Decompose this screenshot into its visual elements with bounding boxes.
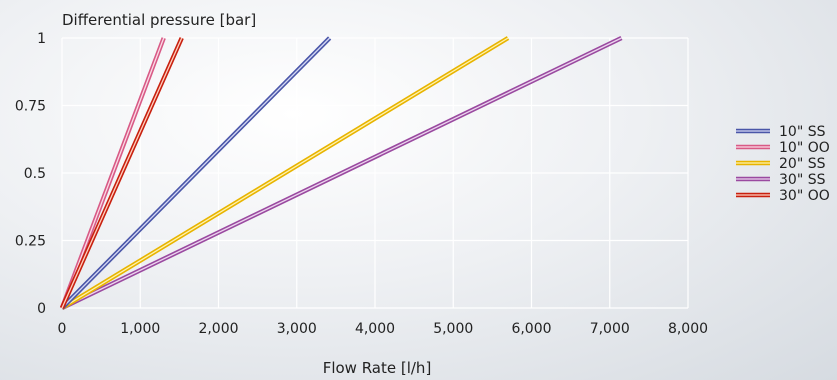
x-tick-label: 5,000 — [433, 321, 473, 337]
x-tick-label: 4,000 — [355, 321, 395, 337]
x-axis: 0 1,000 2,000 3,000 4,000 5,000 6,000 7,000 8,00… — [58, 321, 709, 337]
x-tick-label: 0 — [58, 321, 67, 337]
y-tick-label: 0.5 — [24, 166, 46, 182]
x-tick-label: 8,000 — [668, 321, 708, 337]
y-tick-label: 0 — [37, 301, 46, 317]
legend-label: 10" OO — [779, 140, 830, 156]
y-axis-title: Differential pressure [bar] — [62, 11, 256, 29]
x-axis-title: Flow Rate [l/h] — [323, 359, 432, 377]
y-tick-label: 0.25 — [15, 234, 46, 250]
series-line — [60, 36, 332, 310]
y-tick-label: 0.75 — [15, 99, 46, 115]
x-tick-label: 2,000 — [198, 321, 238, 337]
plot-area — [59, 35, 623, 311]
legend-item: 10" OO — [736, 140, 830, 156]
legend-item: 30" SS — [736, 172, 826, 188]
y-tick-label: 1 — [37, 31, 46, 47]
legend-label: 30" OO — [779, 188, 830, 204]
x-tick-label: 3,000 — [277, 321, 317, 337]
series-line — [59, 37, 184, 309]
x-tick-label: 6,000 — [511, 321, 551, 337]
y-axis: 0 0.25 0.5 0.75 1 — [15, 31, 46, 317]
series-line — [59, 37, 166, 309]
legend-item: 10" SS — [736, 124, 826, 140]
grid — [61, 37, 689, 309]
x-tick-label: 7,000 — [590, 321, 630, 337]
x-tick-label: 1,000 — [120, 321, 160, 337]
legend-item: 20" SS — [736, 156, 826, 172]
legend-label: 20" SS — [779, 156, 826, 172]
series-line — [61, 35, 623, 311]
legend-label: 30" SS — [779, 172, 826, 188]
legend-item: 30" OO — [736, 188, 830, 204]
series-line — [60, 36, 510, 310]
legend-label: 10" SS — [779, 124, 826, 140]
